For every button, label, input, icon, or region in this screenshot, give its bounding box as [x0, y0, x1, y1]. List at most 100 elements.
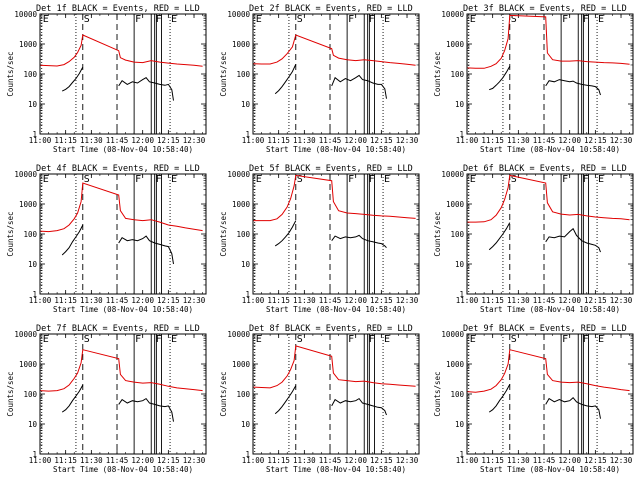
x-tick-label: 11:30 [80, 136, 103, 145]
events-series-line [118, 77, 174, 101]
marker-label: F [369, 174, 375, 185]
y-tick-label: 100 [23, 230, 37, 239]
marker-label: F [156, 174, 162, 185]
lld-series-line [467, 174, 630, 223]
x-tick-label: 12:15 [370, 296, 393, 305]
y-tick-label: 1000 [446, 200, 465, 209]
x-tick-label: 11:00 [242, 296, 265, 305]
y-tick-label: 1000 [19, 360, 38, 369]
x-tick-label: 11:45 [319, 136, 342, 145]
x-tick-label: 12:30 [396, 136, 419, 145]
y-tick-label: 100 [236, 230, 250, 239]
x-axis-label: Start Time (08-Nov-04 10:58:40) [266, 305, 406, 314]
x-tick-label: 11:15 [267, 456, 290, 465]
y-tick-label: 100 [450, 390, 464, 399]
x-axis-label: Start Time (08-Nov-04 10:58:40) [53, 305, 193, 314]
y-tick-label: 10000 [227, 330, 250, 339]
y-tick-label: 10000 [14, 330, 37, 339]
x-axis-label: Start Time (08-Nov-04 10:58:40) [53, 145, 193, 154]
marker-label: S [511, 334, 517, 345]
marker-label: F [156, 334, 162, 345]
x-tick-label: 11:15 [54, 296, 77, 305]
x-tick-label: 11:00 [29, 296, 52, 305]
panel-title: Det 7f BLACK = Events, RED = LLD [36, 324, 200, 334]
lld-series-line [40, 349, 203, 392]
y-tick-label: 10 [455, 260, 465, 269]
y-tick-label: 1 [32, 130, 37, 139]
y-tick-label: 10 [455, 420, 465, 429]
x-axis-label: Start Time (08-Nov-04 10:58:40) [480, 305, 620, 314]
x-tick-label: 11:00 [29, 456, 52, 465]
x-tick-label: 11:45 [106, 296, 129, 305]
y-tick-label: 1 [32, 450, 37, 459]
y-tick-label: 1 [32, 290, 37, 299]
marker-label: F [348, 334, 354, 345]
events-series-line [274, 385, 297, 415]
marker-label: S [84, 334, 90, 345]
y-axis-label: Counts/sec [433, 211, 442, 256]
events-series-line [545, 79, 601, 96]
x-tick-label: 12:15 [370, 136, 393, 145]
x-tick-label: 12:15 [584, 136, 607, 145]
x-tick-label: 11:15 [481, 136, 504, 145]
lld-series-line [253, 174, 416, 222]
x-tick-label: 12:15 [157, 456, 180, 465]
y-tick-label: 1000 [232, 360, 251, 369]
y-tick-label: 10 [28, 420, 38, 429]
y-tick-label: 1 [245, 130, 250, 139]
x-tick-label: 11:15 [481, 456, 504, 465]
marker-label: E [384, 14, 390, 25]
events-series-line [545, 396, 601, 419]
x-tick-label: 11:00 [29, 136, 52, 145]
marker-label: S [297, 174, 303, 185]
marker-label: S [84, 14, 90, 25]
x-tick-label: 12:30 [396, 456, 419, 465]
y-axis-label: Counts/sec [219, 371, 228, 416]
y-tick-label: 100 [450, 230, 464, 239]
events-series-line [331, 74, 387, 99]
y-tick-label: 10000 [227, 10, 250, 19]
marker-label: F [135, 14, 141, 25]
y-tick-label: 100 [236, 70, 250, 79]
events-series-line [61, 224, 84, 256]
y-tick-label: 1 [245, 450, 250, 459]
marker-label: E [171, 334, 177, 345]
plot-frame [39, 13, 207, 135]
x-tick-label: 11:30 [293, 456, 316, 465]
x-tick-label: 12:00 [344, 456, 367, 465]
marker-label: F [562, 334, 568, 345]
lld-series-line [40, 182, 203, 233]
x-tick-label: 11:30 [507, 456, 530, 465]
x-tick-label: 12:30 [396, 296, 419, 305]
x-tick-label: 12:00 [131, 456, 154, 465]
marker-label: F [583, 174, 589, 185]
x-tick-label: 12:00 [344, 136, 367, 145]
y-tick-label: 1000 [446, 360, 465, 369]
marker-label: E [43, 174, 49, 185]
events-series-line [118, 235, 174, 265]
y-axis-label: Counts/sec [6, 211, 15, 256]
y-tick-label: 1 [245, 290, 250, 299]
x-tick-label: 12:15 [370, 456, 393, 465]
x-tick-label: 11:30 [293, 296, 316, 305]
marker-label: E [171, 174, 177, 185]
x-tick-label: 11:45 [319, 296, 342, 305]
events-series-line [118, 397, 174, 422]
y-tick-label: 10 [28, 100, 38, 109]
marker-label: E [256, 174, 262, 185]
x-tick-label: 11:45 [533, 136, 556, 145]
marker-label: E [470, 174, 476, 185]
marker-label: E [470, 14, 476, 25]
marker-label: E [43, 14, 49, 25]
x-tick-label: 11:00 [242, 136, 265, 145]
plot-frame [466, 333, 634, 455]
y-tick-label: 1 [459, 450, 464, 459]
marker-label: S [297, 334, 303, 345]
x-tick-label: 11:45 [533, 456, 556, 465]
